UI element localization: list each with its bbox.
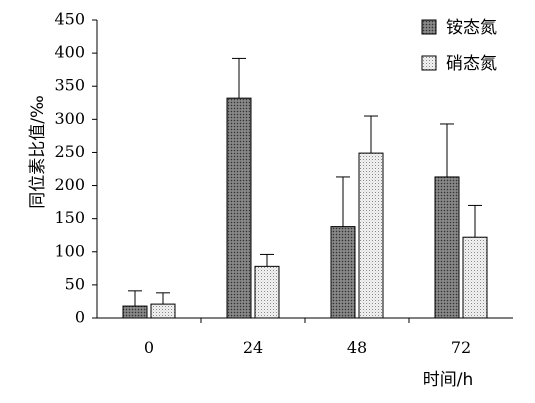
x-tick-label: 72 bbox=[451, 338, 471, 357]
x-axis-title: 时间/h bbox=[423, 370, 474, 390]
error-bars bbox=[128, 57, 482, 307]
y-tick-label: 50 bbox=[65, 274, 85, 293]
y-tick-labels: 0 50 100 150 200 250 300 350 400 450 bbox=[54, 10, 85, 327]
bar-series2-0 bbox=[150, 303, 176, 319]
bars bbox=[122, 97, 488, 319]
x-tick-label: 48 bbox=[347, 338, 367, 357]
bar-series1-24 bbox=[226, 97, 252, 319]
y-tick-label: 0 bbox=[75, 308, 85, 327]
y-tick-label: 100 bbox=[54, 241, 85, 260]
y-tick-label: 250 bbox=[54, 142, 85, 161]
bar-series2-72 bbox=[462, 236, 488, 319]
y-tick-label: 450 bbox=[54, 10, 85, 29]
x-tick-label: 24 bbox=[243, 338, 263, 357]
legend-label-1: 铵态氮 bbox=[446, 18, 497, 38]
bar-series2-24 bbox=[254, 265, 280, 319]
y-tick-label: 350 bbox=[54, 76, 85, 95]
x-tick-labels: 0 24 48 72 bbox=[144, 338, 471, 357]
legend-swatch-2 bbox=[421, 55, 437, 71]
bar-series1-72 bbox=[434, 176, 460, 319]
bar-series1-48 bbox=[330, 226, 356, 319]
legend-swatch-1 bbox=[421, 19, 437, 35]
y-axis-title: 同位素比值/‰ bbox=[28, 95, 48, 209]
x-tick-label: 0 bbox=[144, 338, 154, 357]
bar-series2-48 bbox=[358, 152, 384, 319]
y-tick-label: 200 bbox=[54, 175, 85, 194]
bar-series1-0 bbox=[122, 305, 148, 319]
legend-label-2: 硝态氮 bbox=[446, 54, 497, 74]
y-tick-label: 400 bbox=[54, 43, 85, 62]
y-tick-label: 150 bbox=[54, 208, 85, 227]
y-tick-label: 300 bbox=[54, 109, 85, 128]
